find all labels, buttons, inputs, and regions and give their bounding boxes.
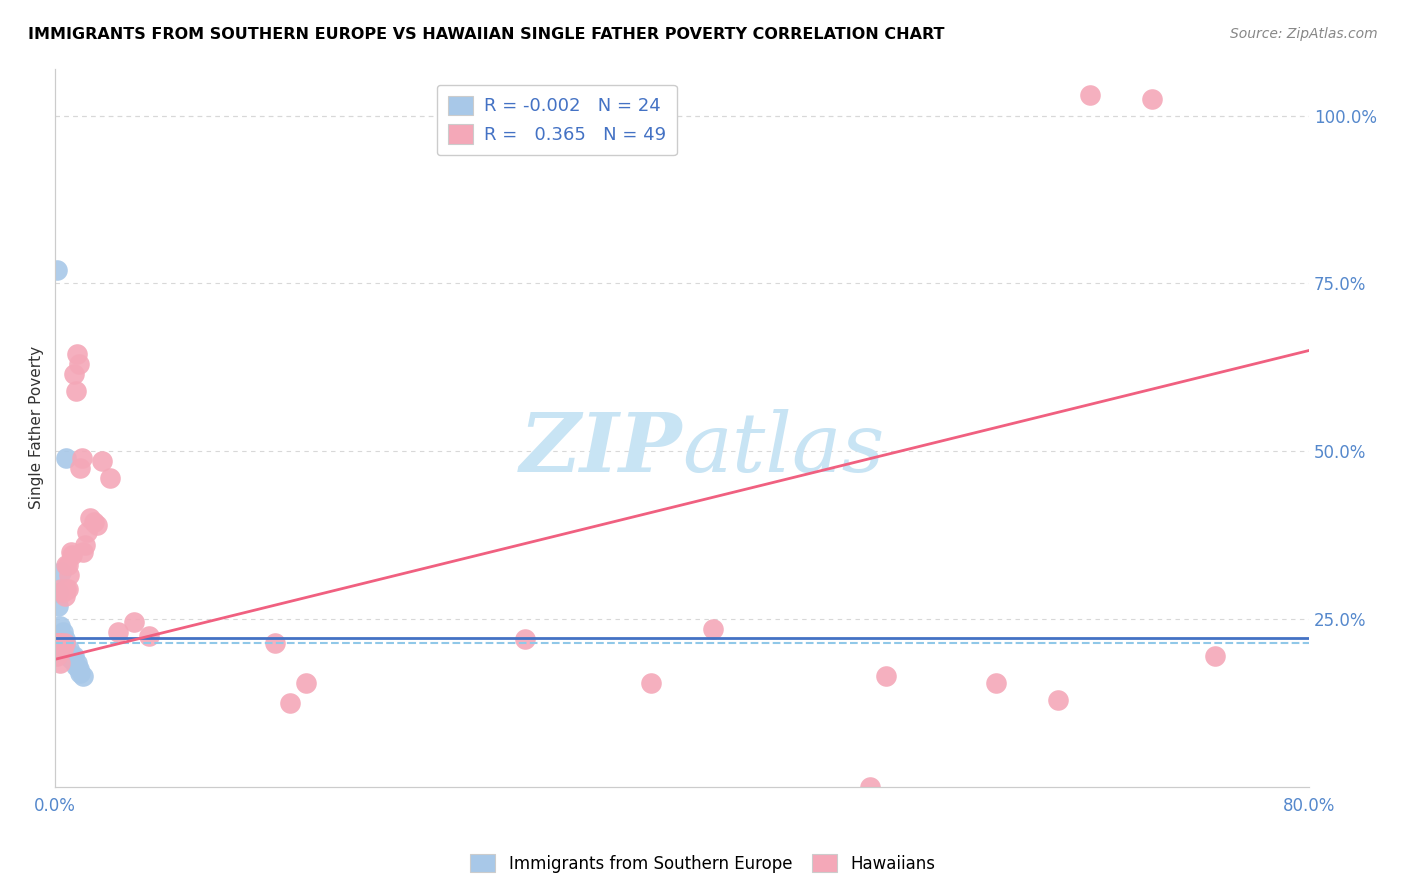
Point xyxy=(72,545,94,559)
Point xyxy=(67,357,90,371)
Point xyxy=(46,599,69,613)
Y-axis label: Single Father Poverty: Single Father Poverty xyxy=(30,346,44,509)
Point xyxy=(138,629,160,643)
Point xyxy=(79,511,101,525)
Point xyxy=(859,780,882,794)
Point xyxy=(65,659,87,673)
Point xyxy=(67,662,90,676)
Point xyxy=(63,367,86,381)
Point xyxy=(62,548,84,562)
Point xyxy=(53,632,76,647)
Point xyxy=(702,622,724,636)
Text: ZIP: ZIP xyxy=(519,409,682,489)
Point xyxy=(58,568,80,582)
Point xyxy=(73,538,96,552)
Point xyxy=(51,629,73,643)
Point xyxy=(56,558,79,573)
Point xyxy=(46,585,69,599)
Point xyxy=(46,635,69,649)
Point xyxy=(55,450,77,465)
Point xyxy=(49,656,72,670)
Point xyxy=(984,675,1007,690)
Legend: R = -0.002   N = 24, R =   0.365   N = 49: R = -0.002 N = 24, R = 0.365 N = 49 xyxy=(437,85,676,155)
Point xyxy=(875,669,897,683)
Point xyxy=(53,639,76,653)
Point xyxy=(63,648,86,663)
Point xyxy=(69,665,91,680)
Point xyxy=(49,618,72,632)
Point xyxy=(53,589,76,603)
Point xyxy=(515,632,537,647)
Point xyxy=(640,675,662,690)
Point xyxy=(66,347,89,361)
Point xyxy=(72,669,94,683)
Legend: Immigrants from Southern Europe, Hawaiians: Immigrants from Southern Europe, Hawaiia… xyxy=(464,847,942,880)
Point xyxy=(52,585,75,599)
Point xyxy=(107,625,129,640)
Point xyxy=(56,582,79,596)
Point xyxy=(263,635,285,649)
Point xyxy=(278,696,301,710)
Point xyxy=(51,635,73,649)
Point xyxy=(76,524,98,539)
Text: Source: ZipAtlas.com: Source: ZipAtlas.com xyxy=(1230,27,1378,41)
Point xyxy=(56,648,79,663)
Point xyxy=(122,615,145,630)
Point xyxy=(45,635,67,649)
Point xyxy=(55,582,77,596)
Text: atlas: atlas xyxy=(682,409,884,489)
Point xyxy=(51,565,73,579)
Point xyxy=(98,471,121,485)
Point xyxy=(91,454,114,468)
Point xyxy=(53,635,76,649)
Point xyxy=(49,629,72,643)
Point xyxy=(45,629,67,643)
Point xyxy=(295,675,318,690)
Point xyxy=(45,648,67,663)
Point xyxy=(69,461,91,475)
Point xyxy=(1078,88,1101,103)
Point xyxy=(1047,692,1070,706)
Point xyxy=(58,642,80,657)
Point xyxy=(70,450,93,465)
Text: IMMIGRANTS FROM SOUTHERN EUROPE VS HAWAIIAN SINGLE FATHER POVERTY CORRELATION CH: IMMIGRANTS FROM SOUTHERN EUROPE VS HAWAI… xyxy=(28,27,945,42)
Point xyxy=(59,545,82,559)
Point xyxy=(66,656,89,670)
Point xyxy=(51,582,73,596)
Point xyxy=(86,518,108,533)
Point xyxy=(49,635,72,649)
Point xyxy=(52,642,75,657)
Point xyxy=(45,263,67,277)
Point xyxy=(52,635,75,649)
Point xyxy=(1142,92,1164,106)
Point xyxy=(59,652,82,666)
Point xyxy=(52,625,75,640)
Point xyxy=(46,646,69,660)
Point xyxy=(1204,648,1226,663)
Point xyxy=(55,646,77,660)
Point xyxy=(65,384,87,398)
Point xyxy=(55,558,77,573)
Point xyxy=(83,515,105,529)
Point xyxy=(62,648,84,663)
